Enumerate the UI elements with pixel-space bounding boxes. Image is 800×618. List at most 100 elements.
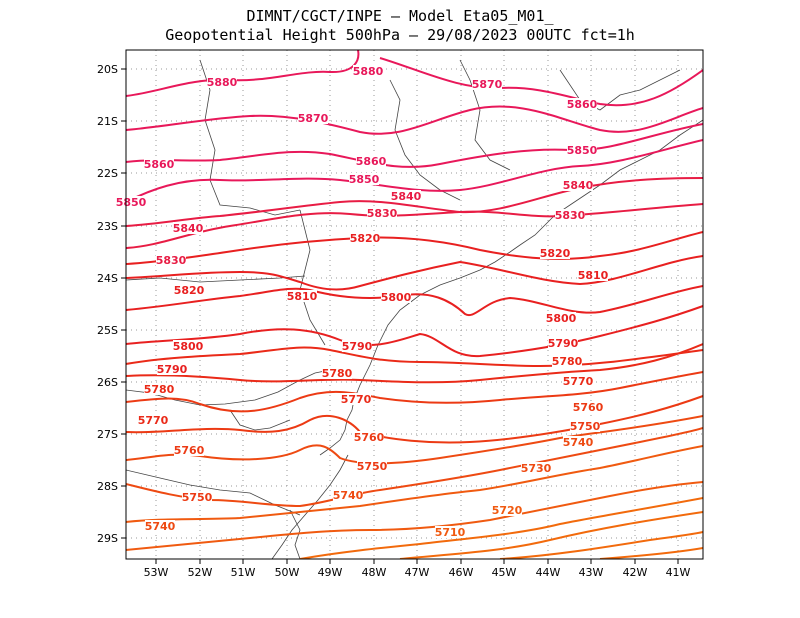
contour-label-5750: 5750: [570, 420, 601, 433]
contour-5800: [126, 285, 703, 317]
lon-tick-label: 47W: [405, 566, 430, 579]
contour-label-5880: 5880: [207, 76, 238, 89]
contour-5850: [126, 139, 703, 203]
lat-tick-label: 28S: [97, 480, 118, 493]
contour-5750: [126, 395, 703, 444]
contour-label-5760: 5760: [174, 444, 205, 457]
contour-5880: [126, 50, 703, 107]
contour-label-bg: [174, 444, 204, 456]
contour-5710: [126, 481, 703, 551]
contour-label-bg: [367, 207, 397, 219]
chart-title-line-1: DIMNT/CGCT/INPE – Model Eta05_M01_: [246, 7, 554, 25]
contour-label-5820: 5820: [174, 284, 205, 297]
lon-tick-label: 51W: [231, 566, 256, 579]
state-border-5: [389, 79, 461, 201]
contour-label-5750: 5750: [182, 491, 213, 504]
contour-label-bg: [298, 112, 328, 124]
coastline: [126, 370, 326, 406]
contour-label-bg: [145, 520, 175, 532]
contour-label-bg: [349, 173, 379, 185]
state-border-9: [229, 409, 291, 431]
contour-label-bg: [555, 209, 585, 221]
contour-label-5830: 5830: [555, 209, 586, 222]
contour-label-bg: [563, 375, 593, 387]
contour-label-bg: [341, 393, 371, 405]
contour-label-5790: 5790: [157, 363, 188, 376]
lat-tick-label: 20S: [97, 63, 118, 76]
contour-label-5800: 5800: [546, 312, 577, 325]
contour-label-bg: [570, 420, 600, 432]
contour-label-5710: 5710: [435, 526, 466, 539]
contour-lower: [499, 531, 703, 559]
contour-label-5760: 5760: [354, 431, 385, 444]
contour-label-5800: 5800: [173, 340, 204, 353]
contour-label-bg: [391, 190, 421, 202]
contour-label-bg: [563, 436, 593, 448]
contour-label-5740: 5740: [563, 436, 594, 449]
contour-label-5860: 5860: [567, 98, 598, 111]
contour-label-5840: 5840: [563, 179, 594, 192]
contour-label-bg: [567, 98, 597, 110]
contour-label-bg: [342, 340, 372, 352]
lon-tick-label: 44W: [536, 566, 561, 579]
lat-tick-label: 27S: [97, 428, 118, 441]
lon-tick-label: 41W: [666, 566, 691, 579]
lat-tick-label: 23S: [97, 220, 118, 233]
contour-label-bg: [492, 504, 522, 516]
contour-label-bg: [173, 222, 203, 234]
coastline-south: [319, 119, 703, 456]
contour-label-bg: [207, 76, 237, 88]
contour-label-5770: 5770: [138, 414, 169, 427]
contour-label-5740: 5740: [333, 489, 364, 502]
contour-5720: [126, 445, 703, 523]
contour-label-5780: 5780: [552, 355, 583, 368]
contour-label-bg: [552, 355, 582, 367]
contour-lower: [599, 547, 703, 559]
contour-label-5880: 5880: [353, 65, 384, 78]
contour-label-5820: 5820: [540, 247, 571, 260]
contour-label-5870: 5870: [298, 112, 329, 125]
contour-label-bg: [287, 290, 317, 302]
latitude-labels: 20S 21S 22S 23S 24S 25S 26S 27S 28S 29S: [97, 63, 118, 545]
lat-lon-grid: [126, 50, 703, 559]
contour-5810: [126, 255, 703, 291]
contour-label-5850: 5850: [349, 173, 380, 186]
contour-label-bg: [357, 460, 387, 472]
lat-tick-label: 29S: [97, 532, 118, 545]
contour-label-bg: [578, 269, 608, 281]
contour-label-5760: 5760: [573, 401, 604, 414]
axis-ticks: [121, 68, 679, 564]
contour-label-bg: [381, 291, 411, 303]
contour-label-bg: [573, 401, 603, 413]
contour-label-5870: 5870: [472, 78, 503, 91]
lon-tick-label: 52W: [188, 566, 213, 579]
contour-label-bg: [567, 144, 597, 156]
contour-label-bg: [144, 158, 174, 170]
contour-label-bg: [322, 367, 352, 379]
lon-tick-label: 53W: [144, 566, 169, 579]
contour-lines: [126, 50, 703, 559]
contour-lower: [399, 511, 703, 559]
contour-label-bg: [356, 155, 386, 167]
contour-label-bg: [521, 462, 551, 474]
contour-label-5810: 5810: [578, 269, 609, 282]
contour-label-5850: 5850: [116, 196, 147, 209]
contour-5740: [126, 415, 703, 465]
chart-title-line-2: Geopotential Height 500hPa – 29/08/2023 …: [165, 26, 635, 44]
contour-label-bg: [435, 526, 465, 538]
contour-label-5840: 5840: [173, 222, 204, 235]
contour-label-bg: [138, 414, 168, 426]
lat-tick-label: 24S: [97, 272, 118, 285]
lon-tick-label: 42W: [623, 566, 648, 579]
coastline-southern-end: [271, 454, 349, 559]
contour-label-5740: 5740: [145, 520, 176, 533]
contour-label-5720: 5720: [492, 504, 523, 517]
contour-label-bg: [173, 340, 203, 352]
lon-tick-label: 45W: [492, 566, 517, 579]
state-border-8: [289, 509, 301, 559]
contour-label-5830: 5830: [367, 207, 398, 220]
longitude-labels: 53W 52W 51W 50W 49W 48W 47W 46W 45W 44W 43W 42W 41W: [144, 566, 691, 579]
contour-label-bg: [182, 491, 212, 503]
state-border-2: [126, 469, 301, 516]
